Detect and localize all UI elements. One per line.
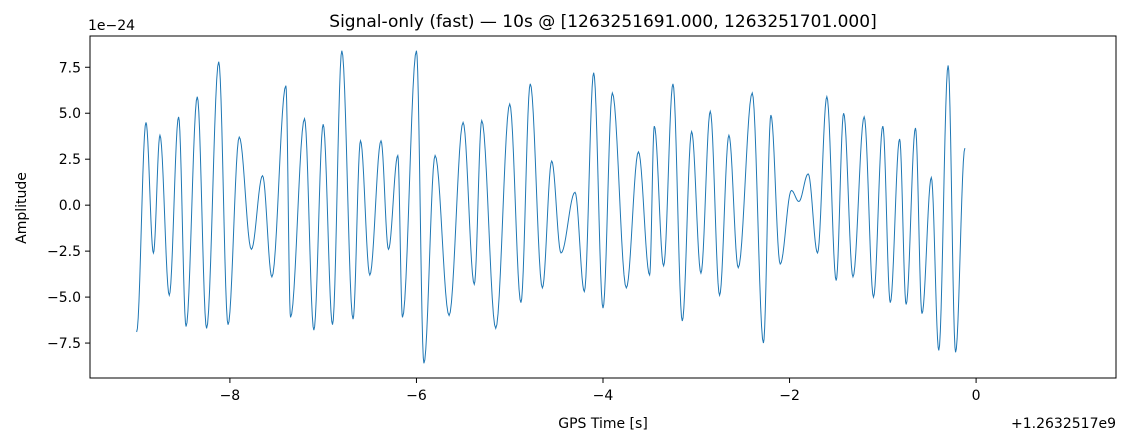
- y-axis-label: Amplitude: [14, 172, 30, 244]
- x-tick-label: −6: [406, 388, 427, 404]
- y-scale-label: 1e−24: [88, 18, 135, 34]
- plot-area: [89, 35, 1117, 379]
- x-offset-label: +1.2632517e9: [1011, 416, 1116, 432]
- y-tick-label: 0.0: [59, 198, 81, 214]
- y-tick-label: −2.5: [47, 244, 81, 260]
- x-tick-label: −4: [593, 388, 614, 404]
- y-tick-label: 7.5: [59, 60, 81, 76]
- y-tick-label: −5.0: [47, 290, 81, 306]
- y-tick-label: 2.5: [59, 152, 81, 168]
- x-tick-label: 0: [972, 388, 981, 404]
- x-tick-label: −8: [220, 388, 241, 404]
- plot-frame: [89, 35, 1117, 379]
- x-axis-ticks: −8 −6 −4 −2 0: [220, 378, 981, 404]
- chart-title: Signal-only (fast) — 10s @ [1263251691.0…: [329, 12, 876, 32]
- series-line-0: [136, 50, 966, 364]
- x-axis-label: GPS Time [s]: [558, 416, 648, 432]
- y-tick-label: −7.5: [47, 336, 81, 352]
- y-tick-label: 5.0: [59, 106, 81, 122]
- y-axis-ticks: 7.5 5.0 2.5 0.0 −2.5 −5.0 −7.5: [47, 60, 90, 352]
- x-tick-label: −2: [779, 388, 800, 404]
